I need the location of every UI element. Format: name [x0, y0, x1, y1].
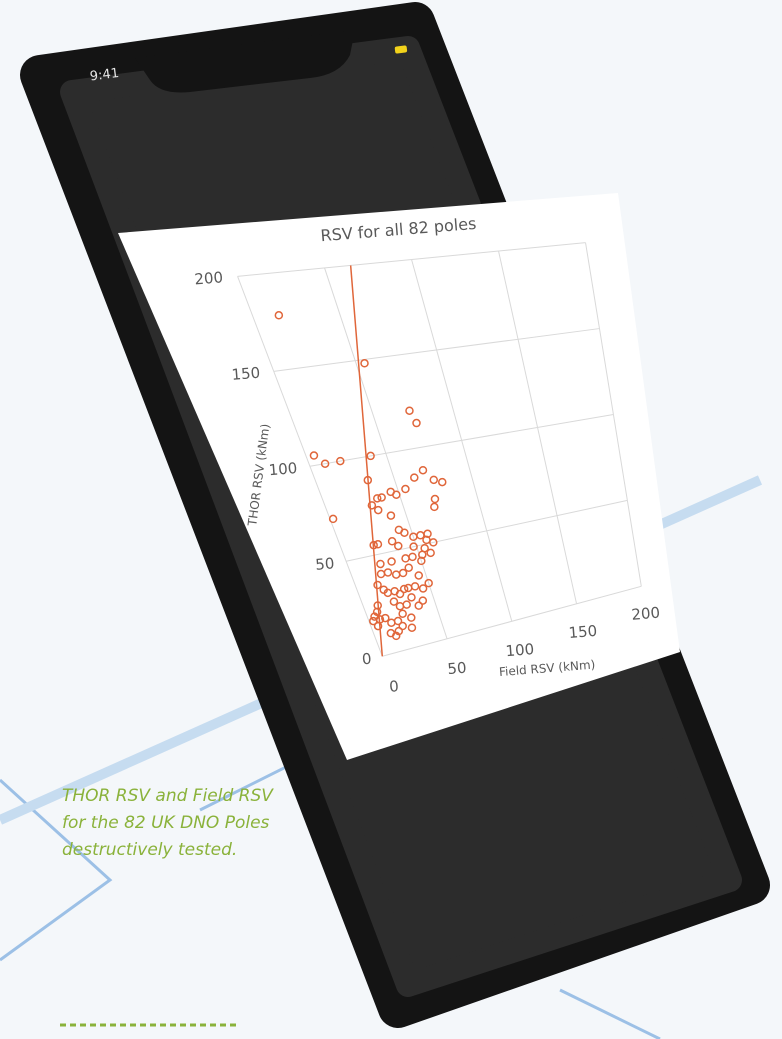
scatter-point [424, 578, 433, 588]
phone-notch [135, 30, 355, 93]
scatter-point [429, 475, 439, 485]
scatter-point [373, 505, 383, 515]
scatter-point [369, 540, 378, 550]
scatter-point [407, 613, 416, 622]
y-tick-label: 50 [315, 554, 335, 573]
scatter-point [387, 537, 397, 546]
scatter-point [430, 494, 440, 504]
decor-line [559, 988, 661, 1039]
scatter-point [402, 600, 411, 609]
scatter-point [309, 451, 319, 460]
scatter-point [399, 584, 409, 594]
chart-panel [118, 193, 680, 760]
decor-line [0, 778, 113, 962]
scatter-point [373, 621, 383, 631]
x-tick-label: 100 [505, 640, 535, 660]
grid-line [585, 242, 642, 587]
scatter-point [381, 613, 390, 623]
x-tick-label: 0 [389, 677, 400, 696]
trendline [349, 265, 384, 657]
y-tick-label: 100 [268, 459, 298, 479]
status-time: 9:41 [89, 66, 120, 84]
scatter-point [363, 475, 373, 485]
battery-icon [394, 45, 408, 54]
caption-line: for the 82 UK DNO Poles [62, 813, 270, 833]
scatter-point [401, 554, 410, 563]
scatter-point [423, 529, 432, 539]
scatter-point [367, 501, 377, 510]
scatter-point [387, 557, 396, 566]
y-tick-label: 200 [194, 268, 224, 288]
scatter-point [377, 493, 386, 502]
scatter-point [410, 473, 419, 482]
scatter-point [369, 616, 378, 626]
caption-line: THOR RSV and Field RSV [62, 786, 274, 806]
scatter-point [373, 494, 382, 503]
grid-line [324, 267, 448, 639]
scatter-point [405, 406, 414, 415]
grid-line [382, 585, 642, 657]
scatter-point [392, 490, 401, 499]
scatter-point [404, 563, 413, 572]
scatter-point [328, 514, 338, 524]
scatter-point [389, 597, 399, 606]
scatter-point [360, 359, 369, 368]
x-tick-label: 150 [568, 622, 598, 642]
scatter-point [394, 541, 403, 551]
scatter-point [414, 571, 424, 580]
scatter-point [376, 559, 385, 569]
y-tick-label: 0 [361, 650, 372, 669]
scatter-point [400, 528, 409, 537]
grid-line [411, 259, 513, 622]
scatter-point [418, 550, 427, 559]
scatter-point [426, 548, 435, 558]
x-tick-label: 200 [631, 604, 661, 624]
scatter-point [398, 568, 408, 578]
scatter-point [274, 311, 284, 320]
scatter-point [373, 580, 382, 590]
scatter-point [398, 609, 407, 618]
x-tick-label: 50 [447, 659, 467, 678]
scatter-point [407, 623, 417, 632]
y-tick-label: 150 [231, 364, 261, 384]
scatter-point [320, 459, 330, 468]
scatter-point [407, 593, 416, 602]
scatter-point [412, 418, 421, 428]
scatter-point [391, 631, 401, 641]
scatter-point [383, 568, 393, 577]
scatter-point [414, 601, 423, 610]
grid-line [237, 276, 383, 657]
scatter-point [409, 542, 418, 551]
grid-line [498, 250, 578, 604]
scatter-point [418, 596, 428, 605]
scatter-point [418, 584, 428, 593]
caption-line: destructively tested. [62, 840, 237, 860]
scatter-point [373, 540, 383, 549]
scatter-point [336, 456, 345, 466]
scatter-point [393, 616, 403, 626]
scatter-point [398, 621, 407, 631]
scatter-point [401, 484, 410, 494]
scatter-point [386, 511, 396, 520]
scatter-point [366, 451, 375, 461]
scatter-point [395, 589, 405, 599]
scatter-point [437, 477, 447, 487]
scatter-point [418, 465, 428, 475]
scatter-point [430, 502, 439, 512]
scatter-point [410, 582, 420, 591]
scatter-point [429, 538, 438, 547]
